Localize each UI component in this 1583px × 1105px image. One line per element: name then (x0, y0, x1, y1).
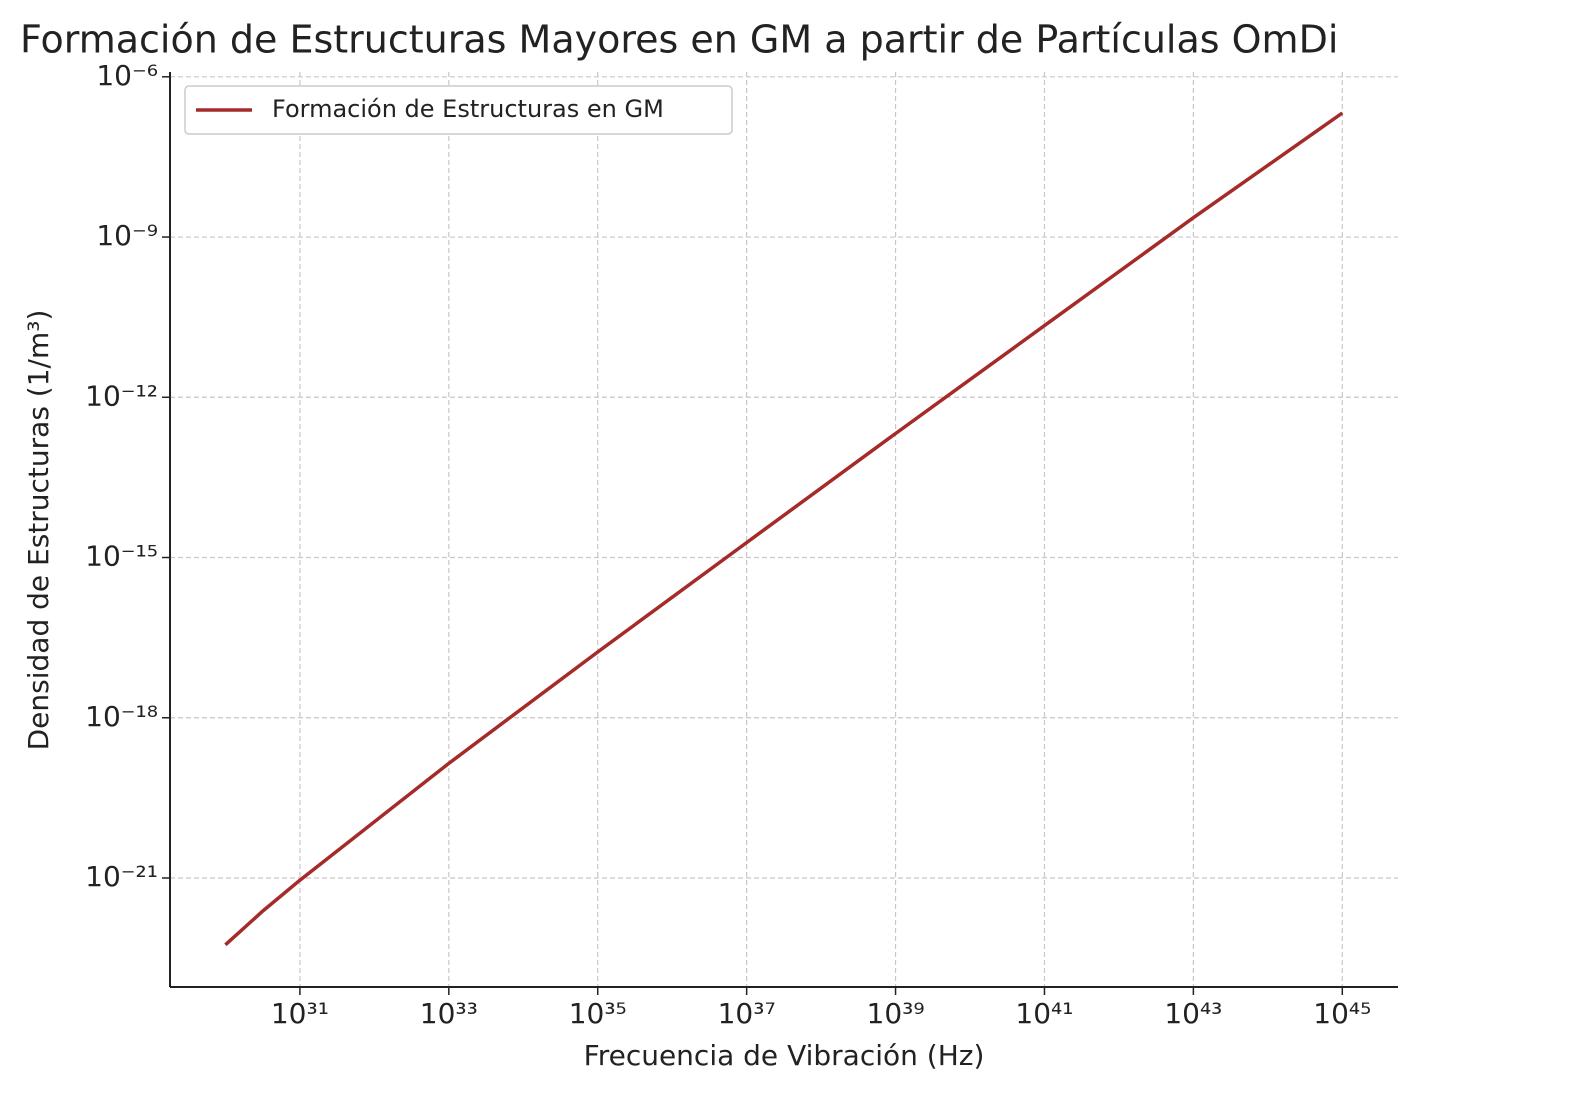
line (224, 111, 1344, 947)
legend-label: Formación de Estructuras en GM (272, 95, 664, 123)
x-tick-label: 10³⁵ (569, 997, 627, 1030)
x-tick-label: 10³³ (420, 997, 478, 1030)
x-axis-label: Frecuencia de Vibración (Hz) (584, 1039, 985, 1072)
x-tick-label: 10³⁹ (867, 997, 925, 1030)
y-tick-label: 10⁻¹⁵ (85, 540, 158, 573)
y-tick-label: 10⁻¹² (85, 379, 158, 412)
x-tick-label: 10⁴⁵ (1313, 997, 1371, 1030)
y-tick-label: 10⁻¹⁸ (85, 700, 158, 733)
x-tick-label: 10³⁷ (718, 997, 776, 1030)
y-tick-label: 10⁻²¹ (85, 860, 158, 893)
x-tick-label: 10⁴¹ (1015, 997, 1073, 1030)
y-tick-label: 10⁻⁶ (96, 59, 158, 92)
x-tick-label: 10⁴³ (1164, 997, 1222, 1030)
chart-title: Formación de Estructuras Mayores en GM a… (20, 18, 1338, 62)
legend-box (184, 85, 733, 135)
x-tick-label: 10³¹ (271, 997, 329, 1030)
y-tick-label: 10⁻⁹ (96, 219, 158, 252)
y-axis-label: Densidad de Estructuras (1/m³) (22, 310, 55, 751)
